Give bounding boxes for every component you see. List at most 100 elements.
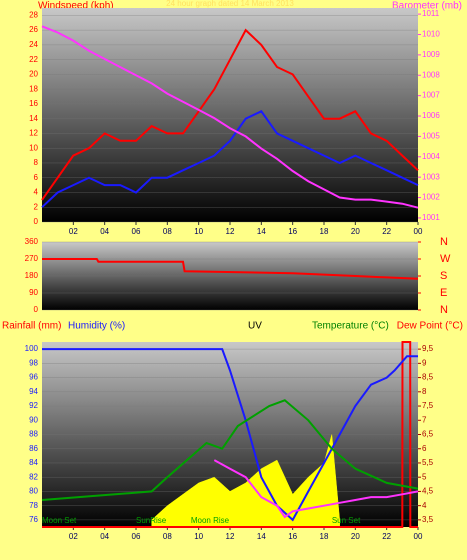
wind-label: Windspeed (kph) [38,1,114,12]
series-line [42,348,418,522]
y-tick-label: 82 [29,472,38,481]
x-tick-label: 10 [194,532,203,541]
x-tick-label: 20 [351,227,360,236]
y-tick-label: 90 [29,288,38,297]
y2-tick-label: 1007 [422,91,440,100]
y2-tick-label: 1008 [422,70,440,79]
y2-tick-label: N [440,304,448,316]
y2-tick-label: 1001 [422,213,440,222]
y-tick-label: 80 [29,487,38,496]
y-tick-label: 76 [29,515,38,524]
hum-label: Humidity (%) [68,321,125,332]
series-line [41,25,419,209]
y2-tick-label: 1010 [422,30,440,39]
y-tick-label: 28 [29,10,38,19]
y2-tick-label: S [440,270,447,282]
y2-tick-label: 4,5 [422,487,434,496]
y-tick-label: 16 [29,99,38,108]
annotation: Sun Set [332,516,361,525]
y2-tick-label: 4 [422,501,427,510]
y2-tick-label: 3,5 [422,515,434,524]
y-tick-label: 12 [29,129,38,138]
uv-area [151,434,340,528]
y-tick-label: 180 [25,271,39,280]
y-tick-label: 14 [29,114,38,123]
y-tick-label: 24 [29,40,38,49]
x-tick-label: 06 [132,532,141,541]
series-line [42,258,419,280]
x-tick-label: 12 [226,532,235,541]
y2-tick-label: 5 [422,472,427,481]
y2-tick-label: 7,5 [422,401,434,410]
annotation: SunRise [136,516,167,525]
y2-tick-label: 1006 [422,111,440,120]
x-tick-label: 00 [414,532,423,541]
x-tick-label: 02 [69,532,78,541]
series-line [41,399,419,501]
y2-tick-label: 1011 [422,9,440,18]
y-tick-label: 96 [29,373,38,382]
y-tick-label: 84 [29,458,38,467]
x-tick-label: 20 [351,532,360,541]
y2-tick-label: W [440,253,451,265]
y-tick-label: 86 [29,444,38,453]
y-tick-label: 94 [29,387,38,396]
x-tick-label: 00 [414,227,423,236]
y2-tick-label: 1002 [422,193,440,202]
x-tick-label: 06 [132,227,141,236]
y2-tick-label: 1009 [422,50,440,59]
y-tick-label: 10 [29,143,38,152]
y2-tick-label: E [440,287,447,299]
y-tick-label: 22 [29,55,38,64]
y2-tick-label: 7 [422,415,427,424]
y-tick-label: 0 [34,217,39,226]
x-tick-label: 08 [163,532,172,541]
y-tick-label: 98 [29,358,38,367]
y-tick-label: 92 [29,401,38,410]
y-tick-label: 78 [29,501,38,510]
y-tick-label: 90 [29,415,38,424]
y2-tick-label: 1005 [422,132,440,141]
x-tick-label: 14 [257,532,266,541]
y2-tick-label: N [440,236,448,248]
x-tick-label: 04 [100,227,109,236]
y2-tick-label: 6,5 [422,430,434,439]
x-tick-label: 10 [194,227,203,236]
x-tick-label: 16 [288,532,297,541]
series-line [213,459,419,519]
series-line [41,28,419,201]
x-tick-label: 18 [320,532,329,541]
annotation: Moon Rise [191,516,230,525]
x-tick-label: 04 [100,532,109,541]
y2-tick-label: 8 [422,387,427,396]
y2-tick-label: 1004 [422,152,440,161]
y-tick-label: 6 [34,173,39,182]
x-tick-label: 22 [382,532,391,541]
rain-label: Rainfall (mm) [2,321,61,332]
x-tick-label: 12 [226,227,235,236]
y2-tick-label: 5,5 [422,458,434,467]
x-tick-label: 08 [163,227,172,236]
y-tick-label: 0 [34,305,39,314]
plot-area [42,8,418,222]
y-tick-label: 360 [25,237,39,246]
x-tick-label: 02 [69,227,78,236]
y2-tick-label: 9,5 [422,344,434,353]
uv-label: UV [248,321,262,332]
y2-tick-label: 8,5 [422,373,434,382]
y-tick-label: 8 [34,158,39,167]
y2-tick-label: 1003 [422,172,440,181]
y-tick-label: 26 [29,25,38,34]
y-tick-label: 18 [29,84,38,93]
y2-tick-label: 9 [422,358,427,367]
y-tick-label: 88 [29,430,38,439]
y2-tick-label: 6 [422,444,427,453]
y-tick-label: 4 [34,188,39,197]
series-line [42,341,418,528]
x-tick-label: 18 [320,227,329,236]
y-tick-label: 270 [25,254,39,263]
series-line [41,110,419,208]
annotation: Moon Set [42,516,77,525]
y-tick-label: 20 [29,70,38,79]
